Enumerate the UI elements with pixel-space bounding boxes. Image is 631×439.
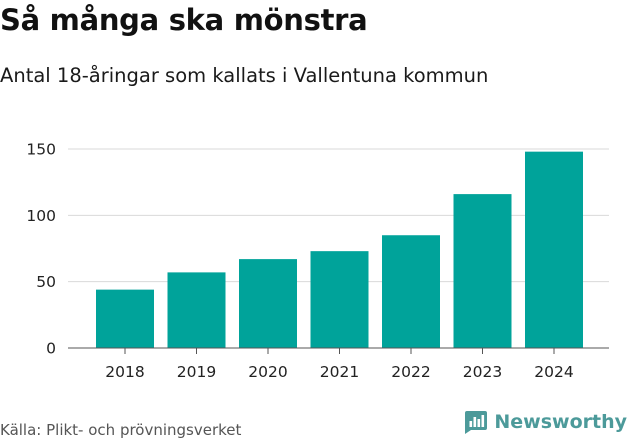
x-tick-label: 2024 [534, 363, 573, 381]
brand-name: Newsworthy [494, 411, 627, 433]
brand-logo: Newsworthy [462, 408, 627, 436]
x-tick-label: 2020 [248, 363, 287, 381]
y-tick-label: 50 [36, 273, 56, 291]
newsworthy-chart-bubble-icon [465, 411, 488, 434]
y-tick-label: 0 [46, 340, 56, 358]
x-tick-label: 2023 [463, 363, 502, 381]
bar-2018 [96, 289, 154, 348]
bar-2024 [525, 151, 583, 348]
chart-title: Så många ska mönstra [0, 3, 368, 37]
bar-2019 [167, 272, 226, 348]
bar-2022 [382, 235, 440, 348]
x-tick-label: 2019 [177, 363, 216, 381]
chart-subtitle: Antal 18-åringar som kallats i Vallentun… [0, 64, 489, 87]
x-tick-label: 2022 [391, 363, 430, 381]
x-tick-label: 2018 [105, 363, 144, 381]
source-note: Källa: Plikt- och prövningsverket [0, 421, 242, 439]
x-tick-label: 2021 [320, 363, 359, 381]
y-tick-label: 150 [26, 141, 56, 159]
bar-2021 [310, 251, 369, 348]
bar-2023 [453, 194, 512, 348]
y-tick-label: 100 [26, 207, 56, 225]
bar-2020 [239, 259, 297, 348]
